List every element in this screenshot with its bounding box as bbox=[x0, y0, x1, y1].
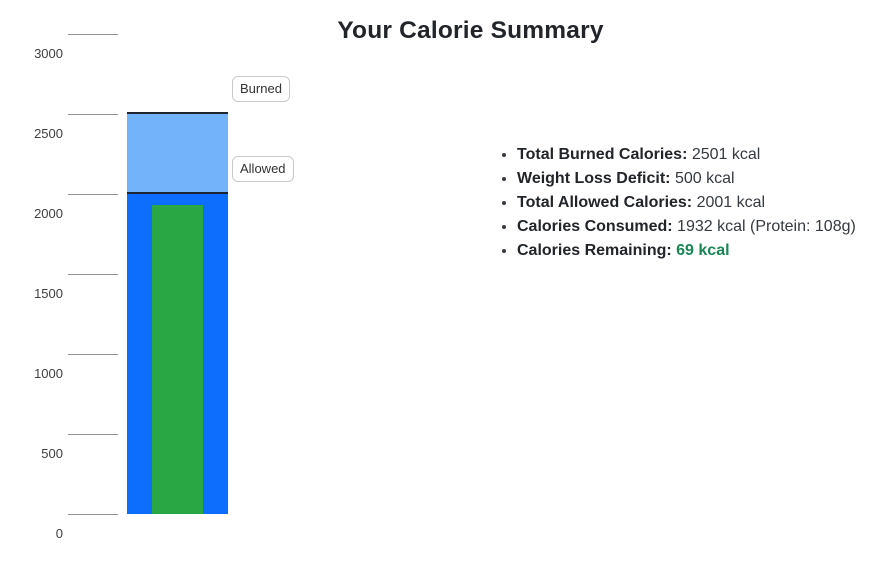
stat-value: 500 kcal bbox=[674, 170, 735, 187]
stat-label: Total Allowed Calories: bbox=[517, 194, 693, 211]
stat-label: Total Burned Calories: bbox=[517, 146, 688, 163]
stat-value: 2501 kcal bbox=[691, 146, 761, 163]
y-axis-tick bbox=[68, 274, 118, 275]
burned-bar-label: Burned bbox=[232, 75, 290, 102]
list-item-deficit: Weight Loss Deficit: 500 kcal bbox=[517, 167, 856, 191]
stat-label: Weight Loss Deficit: bbox=[517, 170, 671, 187]
y-axis: 0 500 1000 1500 2000 2500 3000 bbox=[0, 0, 130, 569]
y-axis-tick-label: 3000 bbox=[34, 46, 63, 61]
burned-bar-label-text: Burned bbox=[240, 80, 282, 96]
consumed-bar bbox=[152, 204, 203, 514]
stat-label: Calories Consumed: bbox=[517, 218, 673, 235]
y-axis-tick-label: 2500 bbox=[34, 126, 63, 141]
remaining-value: 69 kcal bbox=[676, 242, 730, 259]
y-axis-tick bbox=[68, 434, 118, 435]
allowed-bar-label: Allowed bbox=[232, 155, 294, 182]
stat-value: 1932 kcal (Protein: 108g) bbox=[677, 218, 856, 235]
list-item-allowed: Total Allowed Calories: 2001 kcal bbox=[517, 191, 856, 215]
y-axis-tick bbox=[68, 34, 118, 35]
page-title: Your Calorie Summary bbox=[337, 17, 604, 44]
list-item-consumed: Calories Consumed: 1932 kcal (Protein: 1… bbox=[517, 215, 856, 239]
plot-area bbox=[127, 0, 228, 514]
y-axis-tick-label: 1000 bbox=[34, 366, 63, 381]
stat-value: 2001 kcal bbox=[696, 194, 766, 211]
y-axis-tick bbox=[68, 514, 118, 515]
list-item-burned: Total Burned Calories: 2501 kcal bbox=[517, 143, 856, 167]
y-axis-tick bbox=[68, 354, 118, 355]
y-axis-tick bbox=[68, 194, 118, 195]
calorie-summary-list: Total Burned Calories: 2501 kcal Weight … bbox=[484, 143, 856, 263]
y-axis-tick-label: 500 bbox=[41, 446, 63, 461]
y-axis-tick-label: 1500 bbox=[34, 286, 63, 301]
y-axis-tick bbox=[68, 114, 118, 115]
stat-label: Calories Remaining: bbox=[517, 242, 672, 259]
y-axis-tick-label: 0 bbox=[55, 526, 63, 541]
y-axis-tick-label: 2000 bbox=[34, 206, 63, 221]
list-item-remaining: Calories Remaining: 69 kcal bbox=[517, 239, 856, 263]
allowed-bar-label-text: Allowed bbox=[240, 160, 286, 176]
